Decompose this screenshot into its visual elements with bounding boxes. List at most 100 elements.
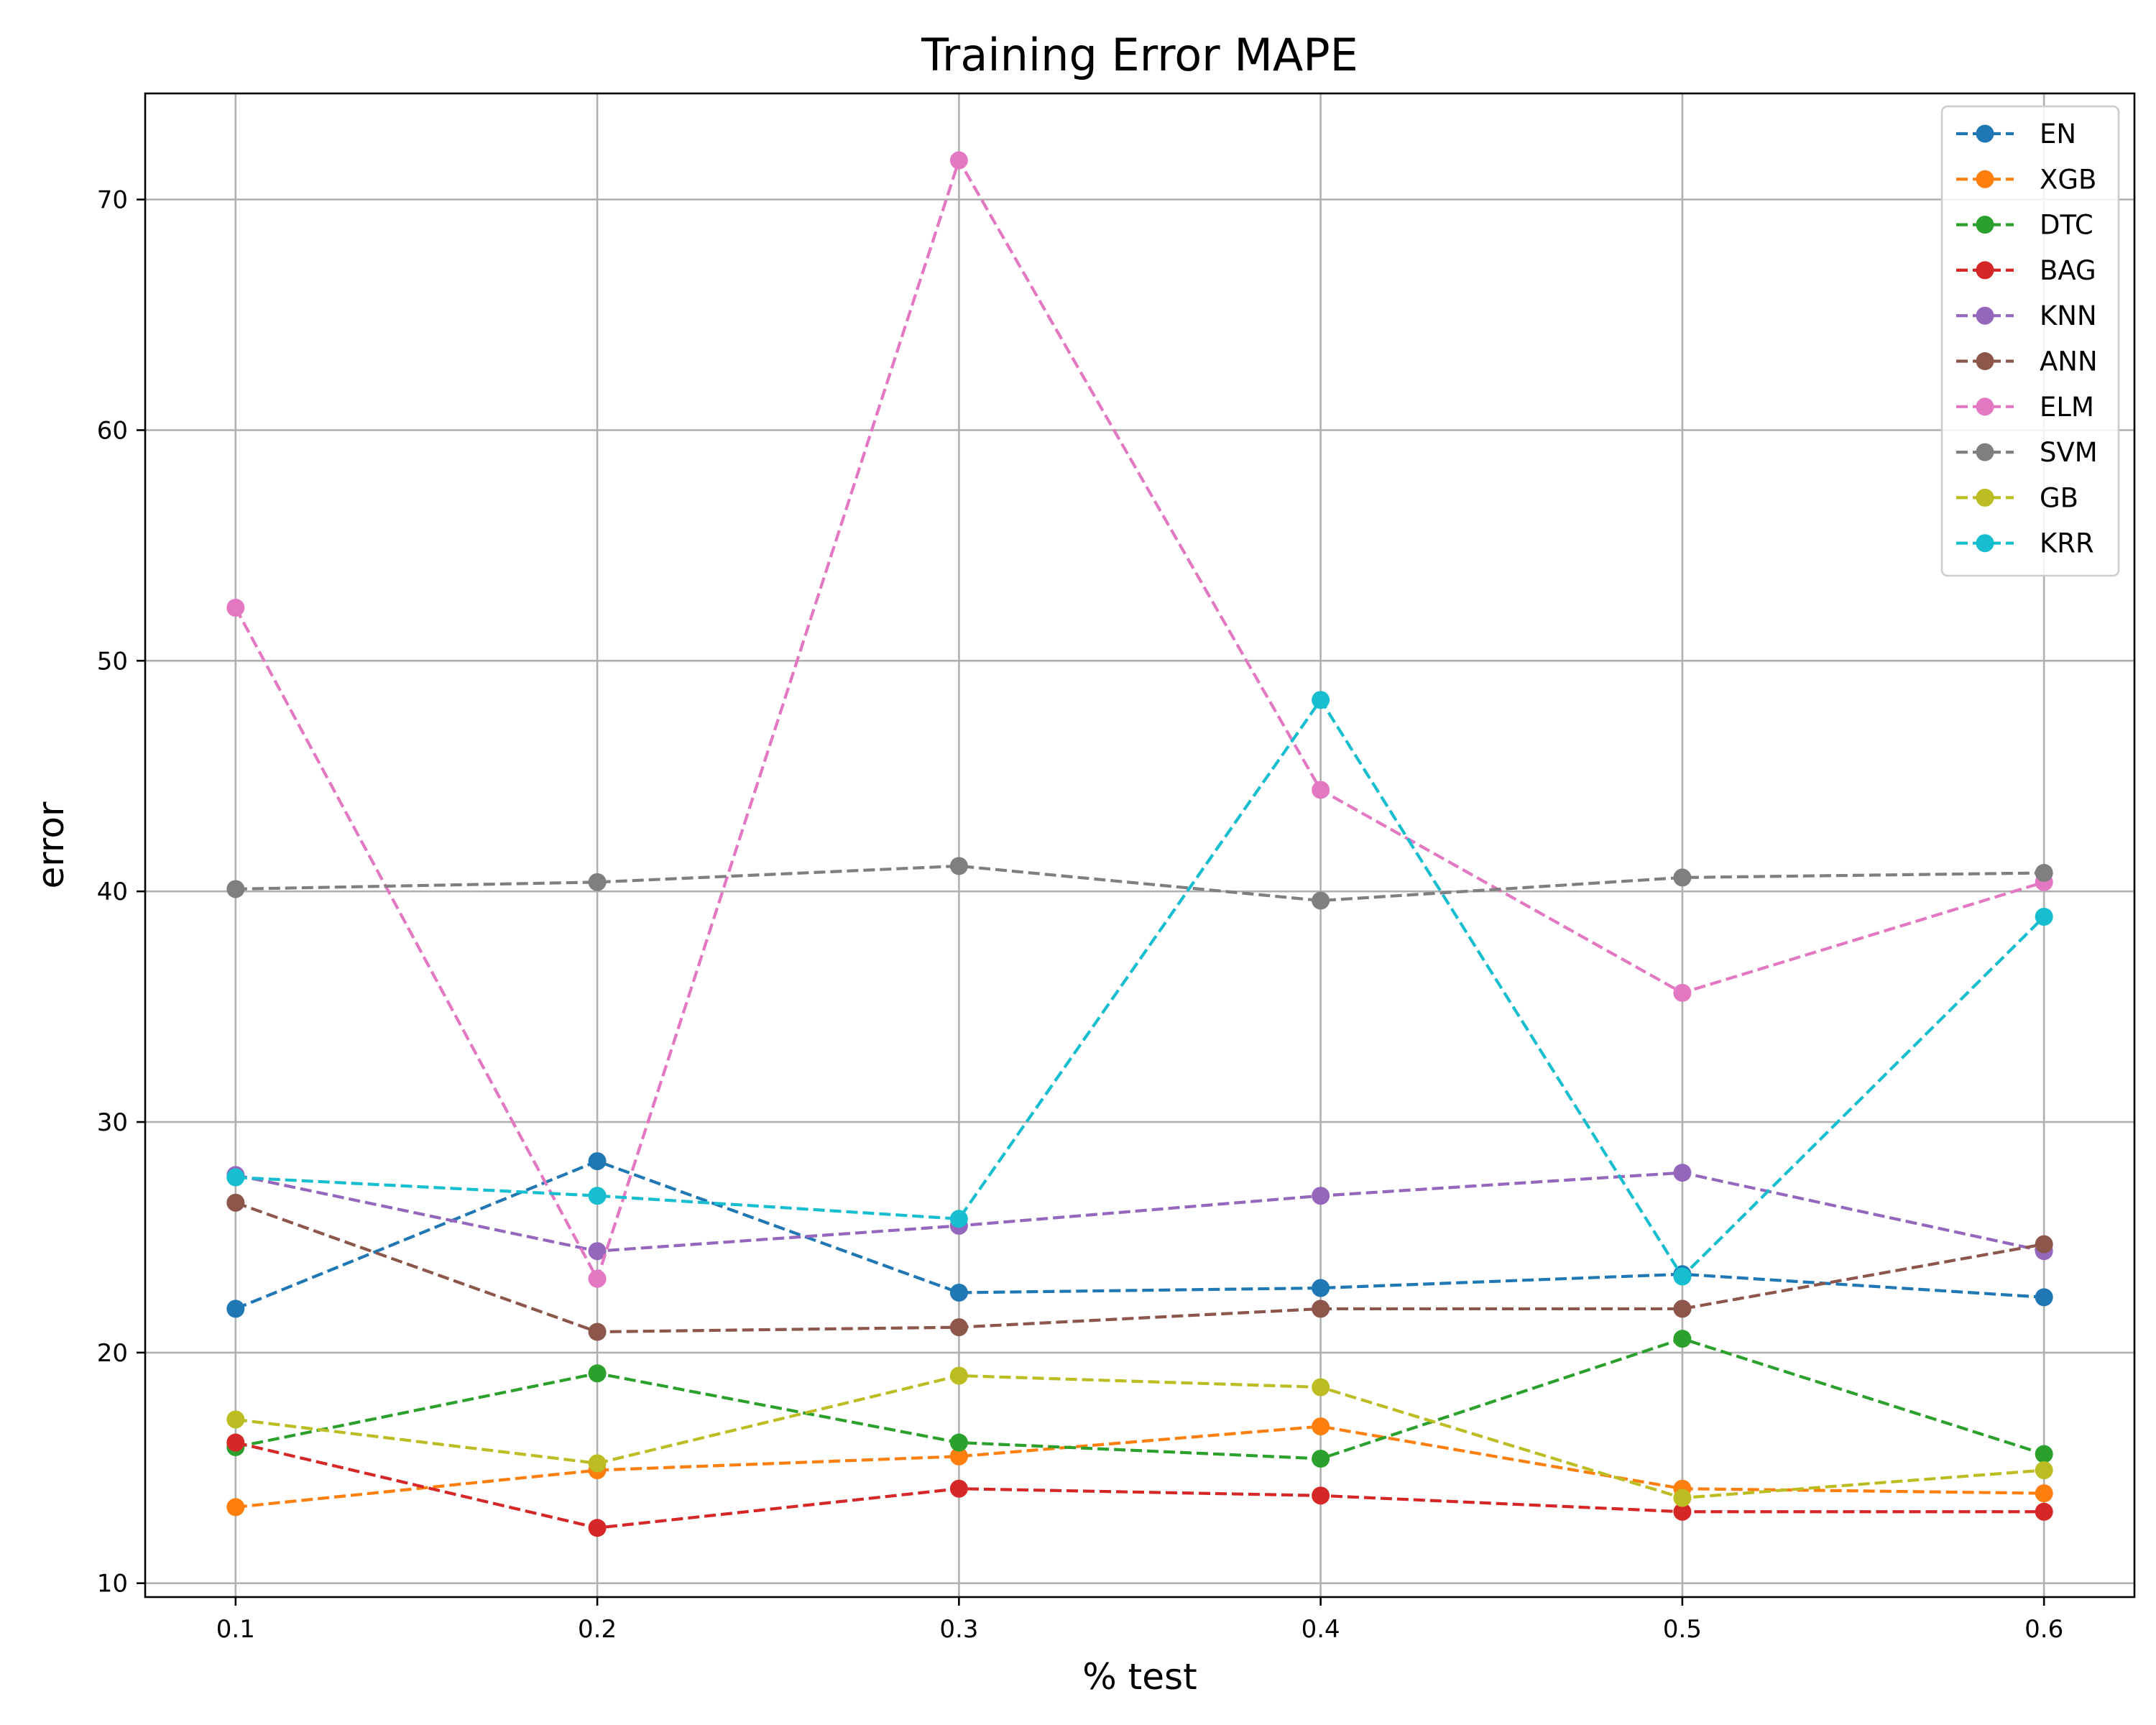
data-point-knn [1312, 1187, 1330, 1205]
legend-label-ann: ANN [2040, 346, 2098, 377]
series-svm [226, 857, 2053, 910]
data-point-en [949, 1283, 968, 1302]
legend-marker-gb [1976, 488, 1994, 507]
legend-marker-en [1976, 124, 1994, 143]
legend-label-bag: BAG [2040, 255, 2096, 286]
data-point-ann [949, 1318, 968, 1337]
legend-label-elm: ELM [2040, 392, 2094, 423]
data-point-krr [949, 1210, 968, 1228]
data-point-svm [2035, 864, 2053, 883]
series-line-ann [235, 1201, 2045, 1334]
data-point-krr [1312, 691, 1330, 709]
y-tick-label: 20 [97, 1339, 128, 1368]
series-gb [226, 1366, 2053, 1507]
data-point-ann [226, 1193, 245, 1212]
series-ann [226, 1193, 2053, 1341]
chart-title: Training Error MAPE [921, 29, 1358, 81]
data-point-dtc [588, 1364, 607, 1383]
legend-marker-dtc [1976, 216, 1994, 234]
y-tick-label: 40 [97, 878, 128, 906]
y-tick-label: 30 [97, 1108, 128, 1137]
data-point-gb [1673, 1489, 1692, 1507]
legend-item-xgb: XGB [1956, 164, 2096, 195]
legend-marker-xgb [1976, 170, 1994, 188]
legend-marker-krr [1976, 534, 1994, 553]
data-point-gb [2035, 1461, 2053, 1480]
series-line-en [235, 1159, 2045, 1310]
legend-label-krr: KRR [2040, 528, 2094, 559]
x-tick-label: 0.1 [216, 1615, 255, 1644]
data-point-dtc [949, 1433, 968, 1452]
legend-item-krr: KRR [1956, 528, 2094, 559]
axis-ticks: 0.1 0.2 0.3 0.4 0.5 0.6 10 20 30 40 50 60 70 [97, 186, 2063, 1644]
data-point-gb [226, 1410, 245, 1429]
data-point-elm [1312, 781, 1330, 799]
series-line-knn [235, 1171, 2045, 1253]
data-point-xgb [1312, 1417, 1330, 1436]
series-xgb [226, 1417, 2053, 1517]
legend-marker-elm [1976, 397, 1994, 416]
data-point-xgb [2035, 1484, 2053, 1503]
legend-marker-ann [1976, 352, 1994, 370]
series-bag [226, 1433, 2053, 1537]
series-line-svm [235, 864, 2045, 903]
legend-label-xgb: XGB [2040, 164, 2096, 195]
legend-marker-bag [1976, 261, 1994, 280]
x-tick-label: 0.4 [1302, 1615, 1340, 1644]
data-point-en [1312, 1279, 1330, 1297]
data-point-ann [2035, 1235, 2053, 1254]
data-point-bag [226, 1433, 245, 1452]
data-point-en [226, 1300, 245, 1318]
data-point-elm [588, 1269, 607, 1288]
data-point-elm [1673, 983, 1692, 1002]
x-tick-label: 0.2 [578, 1615, 617, 1644]
data-point-bag [588, 1519, 607, 1537]
legend-label-knn: KNN [2040, 300, 2097, 331]
data-point-ann [1673, 1300, 1692, 1318]
data-point-en [588, 1152, 607, 1171]
plot-frame [144, 92, 2136, 1598]
legend-marker-svm [1976, 443, 1994, 461]
data-point-knn [1673, 1164, 1692, 1182]
series-krr [226, 691, 2053, 1286]
legend-item-ann: ANN [1956, 346, 2098, 377]
legend-item-knn: KNN [1956, 300, 2097, 331]
data-point-knn [588, 1242, 607, 1261]
data-point-svm [588, 873, 607, 891]
data-point-elm [226, 599, 245, 617]
data-point-en [2035, 1288, 2053, 1307]
data-point-xgb [949, 1447, 968, 1466]
data-point-ann [1312, 1300, 1330, 1318]
y-tick-label: 50 [97, 647, 128, 676]
series-line-dtc [235, 1337, 2045, 1460]
legend: EN XGB DTC BAG KNN ANN ELM SVM GB KRR [1940, 105, 2120, 577]
legend-label-svm: SVM [2040, 437, 2098, 468]
data-point-elm [949, 151, 968, 170]
y-axis-label: error [30, 801, 72, 888]
series-line-xgb [235, 1425, 2045, 1509]
data-point-gb [588, 1454, 607, 1473]
plot-series [226, 151, 2053, 1537]
data-point-svm [226, 880, 245, 898]
data-point-xgb [226, 1498, 245, 1517]
data-point-dtc [1673, 1330, 1692, 1348]
data-point-krr [226, 1168, 245, 1187]
series-line-elm [234, 156, 2045, 1283]
data-point-bag [1673, 1502, 1692, 1521]
legend-label-dtc: DTC [2040, 210, 2093, 241]
data-point-svm [949, 857, 968, 875]
series-line-gb [235, 1374, 2045, 1500]
series-en [226, 1152, 2053, 1318]
y-tick-label: 70 [97, 186, 128, 215]
data-point-dtc [2035, 1445, 2053, 1463]
data-point-gb [1312, 1378, 1330, 1397]
y-tick-label: 10 [97, 1570, 128, 1598]
legend-item-bag: BAG [1956, 255, 2096, 286]
data-point-krr [1673, 1267, 1692, 1286]
x-axis-label: % test [1082, 1656, 1197, 1698]
data-point-svm [1673, 868, 1692, 887]
data-point-krr [2035, 907, 2053, 926]
data-point-dtc [1312, 1449, 1330, 1468]
data-point-svm [1312, 891, 1330, 910]
